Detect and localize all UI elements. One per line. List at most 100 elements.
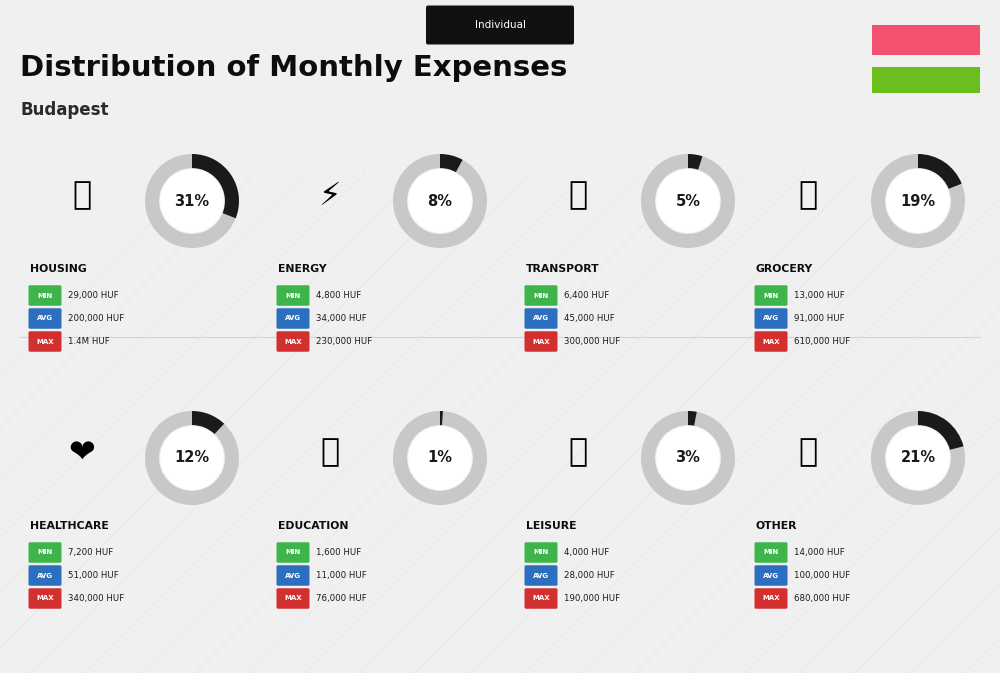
Wedge shape — [393, 411, 487, 505]
Circle shape — [160, 169, 224, 233]
Text: 13,000 HUF: 13,000 HUF — [794, 291, 845, 300]
Text: HEALTHCARE: HEALTHCARE — [30, 521, 109, 531]
Text: 4,000 HUF: 4,000 HUF — [564, 548, 609, 557]
Text: 45,000 HUF: 45,000 HUF — [564, 314, 615, 323]
Text: 1.4M HUF: 1.4M HUF — [68, 337, 110, 346]
Wedge shape — [871, 154, 965, 248]
FancyBboxPatch shape — [28, 285, 62, 306]
FancyBboxPatch shape — [524, 285, 558, 306]
Wedge shape — [918, 154, 962, 189]
Text: 31%: 31% — [174, 194, 210, 209]
FancyBboxPatch shape — [755, 331, 788, 352]
Text: 230,000 HUF: 230,000 HUF — [316, 337, 372, 346]
Text: MAX: MAX — [762, 339, 780, 345]
Text: MIN: MIN — [533, 293, 549, 299]
Text: 1,600 HUF: 1,600 HUF — [316, 548, 361, 557]
Text: MAX: MAX — [532, 339, 550, 345]
Text: 100,000 HUF: 100,000 HUF — [794, 571, 850, 580]
FancyBboxPatch shape — [28, 588, 62, 609]
Text: 21%: 21% — [900, 450, 936, 466]
Text: 12%: 12% — [174, 450, 210, 466]
Text: OTHER: OTHER — [756, 521, 798, 531]
Circle shape — [656, 169, 720, 233]
Text: MAX: MAX — [284, 339, 302, 345]
Text: MIN: MIN — [285, 549, 301, 555]
Text: ❤: ❤ — [69, 437, 95, 468]
Text: TRANSPORT: TRANSPORT — [526, 264, 600, 274]
Wedge shape — [440, 154, 463, 172]
Wedge shape — [192, 154, 239, 218]
Text: Individual: Individual — [475, 20, 526, 30]
Text: MAX: MAX — [532, 596, 550, 602]
Text: 29,000 HUF: 29,000 HUF — [68, 291, 119, 300]
Text: 5%: 5% — [676, 194, 700, 209]
Circle shape — [886, 426, 950, 490]
Text: 🛍: 🛍 — [568, 437, 588, 468]
Text: HOUSING: HOUSING — [30, 264, 87, 274]
FancyBboxPatch shape — [28, 308, 62, 328]
Text: AVG: AVG — [533, 573, 549, 579]
Text: AVG: AVG — [763, 573, 779, 579]
Wedge shape — [393, 154, 487, 248]
Text: 3%: 3% — [676, 450, 700, 466]
Text: MIN: MIN — [37, 293, 53, 299]
Text: AVG: AVG — [285, 316, 301, 322]
Text: Budapest: Budapest — [20, 101, 108, 119]
FancyBboxPatch shape — [524, 308, 558, 328]
FancyBboxPatch shape — [28, 565, 62, 586]
Text: MIN: MIN — [37, 549, 53, 555]
Text: 610,000 HUF: 610,000 HUF — [794, 337, 850, 346]
Text: 8%: 8% — [428, 194, 453, 209]
FancyBboxPatch shape — [755, 588, 788, 609]
FancyBboxPatch shape — [755, 565, 788, 586]
Text: 💰: 💰 — [798, 437, 818, 468]
Text: 91,000 HUF: 91,000 HUF — [794, 314, 845, 323]
Text: 1%: 1% — [428, 450, 453, 466]
Text: EDUCATION: EDUCATION — [278, 521, 349, 531]
Text: ENERGY: ENERGY — [278, 264, 327, 274]
Text: LEISURE: LEISURE — [526, 521, 576, 531]
Text: 28,000 HUF: 28,000 HUF — [564, 571, 615, 580]
Text: AVG: AVG — [763, 316, 779, 322]
Wedge shape — [641, 154, 735, 248]
FancyBboxPatch shape — [524, 331, 558, 352]
FancyBboxPatch shape — [524, 542, 558, 563]
FancyBboxPatch shape — [28, 542, 62, 563]
Wedge shape — [688, 411, 697, 426]
Text: 190,000 HUF: 190,000 HUF — [564, 594, 620, 603]
Wedge shape — [145, 154, 236, 248]
Text: ⚡: ⚡ — [319, 180, 341, 211]
FancyBboxPatch shape — [872, 25, 980, 55]
Wedge shape — [918, 411, 964, 450]
Wedge shape — [440, 411, 443, 425]
Text: 300,000 HUF: 300,000 HUF — [564, 337, 620, 346]
Text: 6,400 HUF: 6,400 HUF — [564, 291, 609, 300]
Text: MIN: MIN — [763, 293, 779, 299]
FancyBboxPatch shape — [276, 588, 310, 609]
FancyBboxPatch shape — [872, 67, 980, 93]
FancyBboxPatch shape — [524, 565, 558, 586]
FancyBboxPatch shape — [276, 542, 310, 563]
FancyBboxPatch shape — [426, 5, 574, 44]
FancyBboxPatch shape — [755, 285, 788, 306]
Text: AVG: AVG — [285, 573, 301, 579]
FancyBboxPatch shape — [28, 331, 62, 352]
Circle shape — [886, 169, 950, 233]
Text: Distribution of Monthly Expenses: Distribution of Monthly Expenses — [20, 54, 567, 82]
FancyBboxPatch shape — [755, 542, 788, 563]
Text: 51,000 HUF: 51,000 HUF — [68, 571, 119, 580]
FancyBboxPatch shape — [276, 308, 310, 328]
Text: MAX: MAX — [36, 596, 54, 602]
Text: AVG: AVG — [533, 316, 549, 322]
Text: MIN: MIN — [763, 549, 779, 555]
Text: 76,000 HUF: 76,000 HUF — [316, 594, 367, 603]
Text: MAX: MAX — [762, 596, 780, 602]
Text: 200,000 HUF: 200,000 HUF — [68, 314, 124, 323]
FancyBboxPatch shape — [755, 308, 788, 328]
Text: AVG: AVG — [37, 573, 53, 579]
Text: 🛒: 🛒 — [798, 180, 818, 211]
Text: 11,000 HUF: 11,000 HUF — [316, 571, 367, 580]
FancyBboxPatch shape — [276, 565, 310, 586]
Text: MAX: MAX — [36, 339, 54, 345]
Circle shape — [408, 169, 472, 233]
